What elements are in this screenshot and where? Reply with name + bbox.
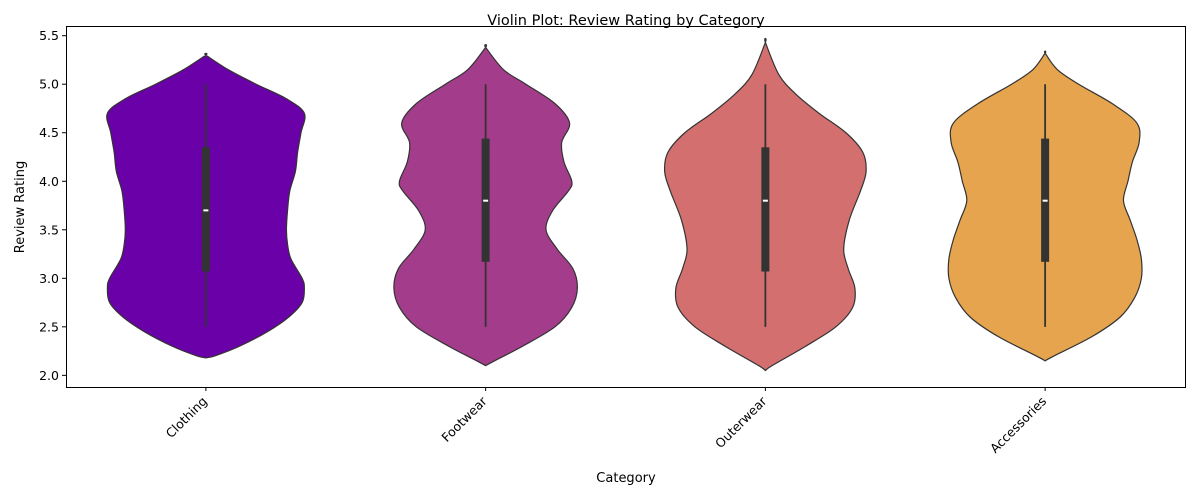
y-tick-label: 5.5: [39, 28, 59, 43]
y-tick-label: 4.5: [39, 125, 59, 140]
y-tick-label: 5.0: [39, 77, 59, 92]
y-tick-label: 2.0: [39, 368, 59, 383]
chart-title: Violin Plot: Review Rating by Category: [487, 13, 765, 29]
x-tick-label-footwear: Footwear: [438, 393, 490, 445]
x-axis: Clothing Footwear Outerwear Accessories: [163, 387, 1049, 456]
x-tick-label-accessories: Accessories: [987, 394, 1049, 456]
x-tick-label-outerwear: Outerwear: [712, 393, 770, 451]
plot-area-frame: [66, 26, 1186, 388]
violins-layer: [106, 37, 1143, 372]
y-tick-label: 3.5: [39, 222, 59, 237]
x-tick-label-clothing: Clothing: [163, 394, 210, 441]
y-tick-label: 3.0: [39, 271, 59, 286]
y-tick-label: 2.5: [39, 319, 59, 334]
y-tick-label: 4.0: [39, 174, 59, 189]
iqr-box-outerwear: [761, 147, 770, 272]
y-axis-title: Review Rating: [13, 161, 28, 253]
y-axis: 2.0 2.5 3.0 3.5 4.0 4.5 5.0 5.5: [39, 28, 66, 383]
x-axis-title: Category: [596, 471, 656, 486]
